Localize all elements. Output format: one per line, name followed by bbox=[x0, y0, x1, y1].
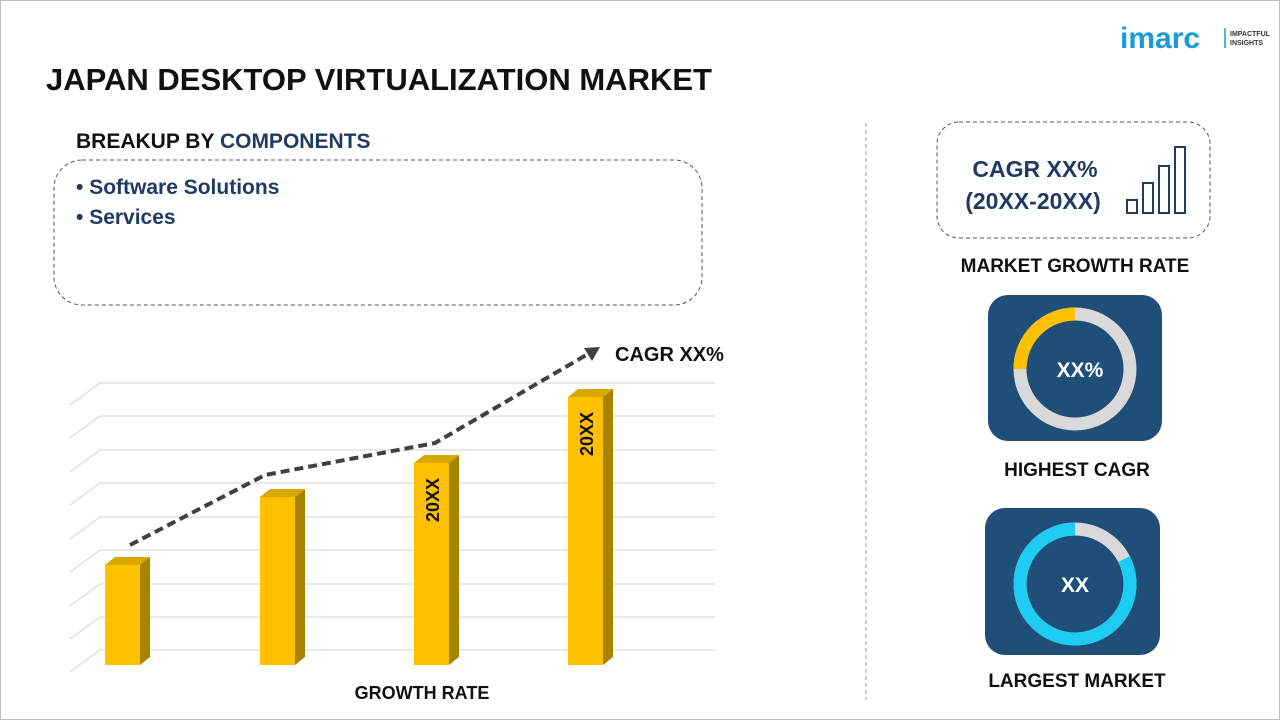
breakup-label: BREAKUP BY bbox=[76, 130, 214, 153]
logo-tagline: IMPACTFUL bbox=[1230, 31, 1271, 38]
bar bbox=[260, 489, 305, 665]
breakup-heading: BREAKUP BY COMPONENTS bbox=[76, 130, 370, 153]
bars bbox=[105, 389, 613, 665]
axis-label: GROWTH RATE bbox=[355, 683, 490, 703]
cagr-value: XX% bbox=[1057, 359, 1104, 382]
item-text: Software Solutions bbox=[89, 176, 279, 199]
arrow-head bbox=[584, 347, 600, 361]
breakup-item: • Software Solutions bbox=[76, 176, 279, 199]
bar-label: 20XX bbox=[577, 412, 597, 456]
bar bbox=[105, 557, 150, 665]
donut-arc bbox=[1013, 307, 1076, 370]
logo: imarc bbox=[1120, 22, 1200, 55]
logo-tagline: INSIGHTS bbox=[1230, 40, 1263, 47]
page-title: JAPAN DESKTOP VIRTUALIZATION MARKET bbox=[46, 62, 712, 97]
item-text: Services bbox=[89, 206, 175, 229]
donut-arc bbox=[1013, 522, 1137, 646]
growth-label: MARKET GROWTH RATE bbox=[961, 256, 1190, 277]
growth-period: (20XX-20XX) bbox=[965, 188, 1101, 214]
market-card-label: LARGEST MARKET bbox=[988, 671, 1166, 692]
growth-box bbox=[936, 121, 1211, 239]
trend-arrow bbox=[129, 352, 590, 547]
cagr-card-label: HIGHEST CAGR bbox=[1004, 460, 1150, 481]
bar bbox=[568, 389, 613, 665]
chart-grid bbox=[69, 382, 715, 673]
growth-cagr: CAGR XX% bbox=[972, 156, 1097, 182]
bar-label: 20XX bbox=[423, 478, 443, 522]
breakup-item: • Services bbox=[76, 206, 176, 229]
bar bbox=[414, 455, 459, 665]
market-value: XX bbox=[1061, 574, 1089, 597]
growth-icon bbox=[1126, 146, 1186, 214]
breakup-box bbox=[53, 159, 703, 306]
cagr-label: CAGR XX% bbox=[615, 344, 724, 366]
breakup-highlight: COMPONENTS bbox=[220, 130, 371, 153]
